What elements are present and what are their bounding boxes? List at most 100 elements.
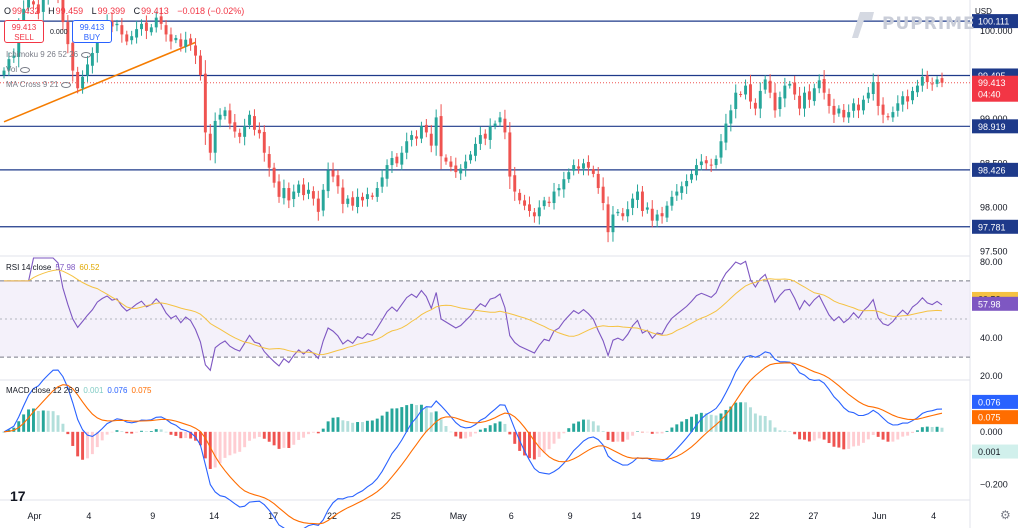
macd-histogram-bar	[749, 407, 752, 432]
candle-body	[459, 168, 463, 174]
eye-icon[interactable]	[20, 66, 31, 73]
macd-histogram-bar	[164, 431, 168, 433]
rsi-legend: RSI 14 close 57.98 60.52	[6, 263, 103, 272]
macd-histogram-bar	[184, 431, 188, 439]
rsi-ma-line	[4, 269, 943, 356]
candle-body	[424, 124, 428, 133]
candle-body	[680, 186, 684, 193]
macd-histogram-bar	[886, 431, 890, 442]
macd-histogram-bar	[262, 431, 266, 439]
candle-body	[243, 126, 247, 137]
candle-body	[159, 16, 163, 24]
candle-body	[434, 117, 438, 146]
candle-body	[734, 92, 738, 110]
macd-histogram-bar	[773, 427, 777, 432]
candle-body	[203, 73, 207, 133]
countdown-label: 04:40	[978, 90, 1001, 100]
buy-button[interactable]: 99.413 BUY	[72, 20, 112, 43]
macd-histogram-bar	[277, 431, 281, 449]
candle-body	[316, 198, 320, 212]
macd-histogram-bar	[473, 431, 477, 434]
candle-body	[783, 85, 787, 99]
macd-histogram-bar	[523, 431, 527, 456]
candle-body	[596, 173, 600, 189]
candle-body	[174, 37, 178, 41]
ma-cross-label: MA Cross 9 21	[6, 80, 59, 89]
candle-body	[562, 179, 566, 190]
macd-histogram-bar	[690, 416, 694, 432]
candle-body	[228, 110, 232, 124]
x-tick-label: 4	[931, 511, 936, 521]
candle-body	[670, 196, 674, 206]
macd-histogram-bar	[577, 421, 581, 432]
indicator-ma-cross[interactable]: MA Cross 9 21	[6, 80, 72, 89]
histogram-value-tag	[972, 444, 1018, 459]
indicator-vol[interactable]: Vol	[6, 65, 31, 74]
macd-histogram-bar	[135, 431, 139, 433]
candle-body	[493, 123, 497, 127]
macd-histogram-bar	[601, 431, 605, 432]
rsi-value-tag-label: 57.98	[978, 299, 1001, 309]
macd-histogram-bar	[90, 431, 94, 455]
candle-body	[714, 158, 718, 166]
candle-body	[449, 161, 453, 167]
candle-body	[252, 116, 256, 130]
candle-body	[567, 172, 571, 180]
sell-button[interactable]: 99.413 SELL	[4, 20, 44, 43]
candle-body	[498, 117, 502, 123]
macd-histogram-bar	[812, 431, 816, 441]
candle-body	[876, 82, 880, 106]
candle-body	[694, 165, 698, 176]
x-tick-label: Apr	[27, 511, 41, 521]
candle-body	[866, 92, 870, 99]
macd-histogram-bar	[76, 431, 80, 457]
macd-histogram-bar	[911, 431, 914, 433]
macd-histogram-bar	[61, 423, 65, 432]
macd-histogram-bar	[272, 431, 276, 446]
candle-body	[798, 95, 802, 109]
eye-icon[interactable]	[61, 81, 72, 88]
candle-body	[292, 191, 296, 200]
gear-icon[interactable]: ⚙	[1000, 508, 1011, 522]
macd-histogram-bar	[248, 431, 252, 441]
macd-histogram-bar	[395, 408, 399, 432]
macd-histogram-bar	[341, 420, 345, 432]
candle-body	[857, 104, 860, 111]
macd-histogram-bar	[459, 431, 463, 439]
macd-histogram-bar	[925, 426, 929, 432]
macd-histogram-bar	[198, 431, 202, 446]
macd-histogram-bar	[243, 431, 247, 448]
candle-body	[915, 85, 919, 93]
candle-body	[287, 188, 291, 201]
candle-body	[871, 82, 875, 95]
rsi-legend-label: RSI 14 close	[6, 263, 52, 272]
candle-body	[380, 177, 384, 187]
candle-body	[528, 204, 531, 211]
candle-body	[749, 84, 752, 102]
x-tick-label: 14	[632, 511, 642, 521]
candle-body	[61, 0, 65, 23]
macd-line	[3, 351, 943, 528]
macd-histogram-bar	[71, 431, 75, 446]
candle-body	[95, 35, 99, 53]
level-price-label: 98.426	[978, 165, 1006, 175]
candle-body	[935, 79, 939, 84]
macd-histogram-bar	[606, 431, 610, 441]
macd-histogram-bar	[292, 431, 296, 445]
indicator-ichimoku[interactable]: Ichimoku 9 26 52 26	[6, 50, 92, 59]
macd-histogram-bar	[105, 431, 109, 435]
trendline	[3, 41, 196, 123]
buy-price: 99.413	[79, 23, 105, 32]
eye-icon[interactable]	[81, 51, 92, 58]
macd-histogram-bar	[17, 421, 21, 432]
currency-button[interactable]: USD	[975, 7, 992, 16]
brand-logo-text: PUPRIME	[882, 14, 976, 34]
candle-body	[812, 88, 816, 102]
macd-histogram-bar	[159, 429, 163, 432]
macd-histogram-bar	[282, 431, 286, 448]
x-tick-label: 9	[150, 511, 155, 521]
candle-body	[606, 204, 610, 233]
macd-histogram-bar	[208, 431, 212, 469]
macd-histogram-bar	[891, 431, 895, 442]
